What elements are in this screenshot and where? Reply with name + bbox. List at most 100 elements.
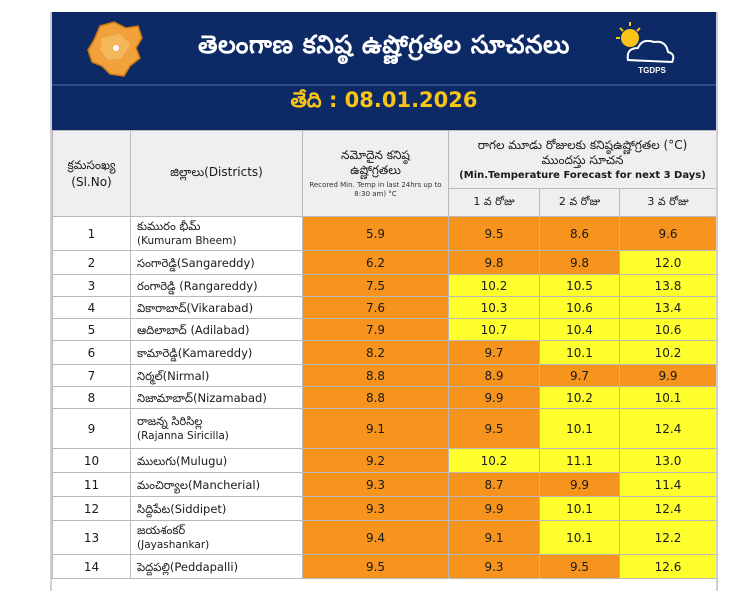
recorded-temp: 9.4: [302, 520, 449, 555]
forecast-day1: 9.8: [448, 250, 540, 275]
header-recorded: నమోదైన కనిష్ఠ ఉష్ణోగ్రతలు Recored Min. T…: [302, 130, 449, 217]
district-name: వికారాబాద్(Vikarabad): [130, 296, 303, 319]
table-row: 9 రాజన్న సిరిసిల్ల (Rajanna Siricilla) 9.1 9…: [52, 408, 716, 449]
serial-number: 4: [52, 296, 131, 319]
forecast-day3: 9.9: [619, 364, 716, 387]
serial-number: 1: [52, 216, 131, 251]
forecast-day1: 9.9: [448, 386, 540, 409]
district-english: (Kumuram Bheem): [137, 235, 237, 247]
forecast-day2: 10.1: [539, 408, 620, 449]
recorded-temp: 9.3: [302, 496, 449, 521]
header-day2: 2 వ రోజు: [539, 188, 620, 217]
forecast-day2: 10.1: [539, 496, 620, 521]
district-english: (Rajanna Siricilla): [137, 430, 229, 442]
divider: [52, 84, 716, 86]
recorded-temp: 6.2: [302, 250, 449, 275]
temperature-table: క్రమసంఖ్య (Sl.No) జిల్లాలు(Districts) నమ…: [52, 130, 716, 579]
recorded-temp: 7.6: [302, 296, 449, 319]
serial-number: 9: [52, 408, 131, 449]
forecast-day1: 9.9: [448, 496, 540, 521]
forecast-day2: 10.2: [539, 386, 620, 409]
forecast-day3: 12.2: [619, 520, 716, 555]
forecast-day3: 13.4: [619, 296, 716, 319]
header-forecast-label: రాగల మూడు రోజులకు కనిష్ఠఉష్ణోగ్రతల (°C) …: [477, 138, 688, 167]
table-row: 13 జయశంకర్ (Jayashankar) 9.4 9.1 10.1 12.2: [52, 520, 716, 555]
table-row: 5 ఆదిలాబాద్ (Adilabad) 7.9 10.7 10.4 10.6: [52, 318, 716, 341]
district-name: ఆదిలాబాద్ (Adilabad): [130, 318, 303, 341]
district-telugu: మంచిర్యాల(Mancherial): [137, 477, 261, 492]
table-row: 14 పెద్దపల్లి(Peddapalli) 9.5 9.3 9.5 12.6: [52, 554, 716, 579]
table-row: 4 వికారాబాద్(Vikarabad) 7.6 10.3 10.6 13.4: [52, 296, 716, 319]
recorded-temp: 7.9: [302, 318, 449, 341]
forecast-day1: 9.3: [448, 554, 540, 579]
forecast-day1: 8.7: [448, 472, 540, 497]
recorded-temp: 9.1: [302, 408, 449, 449]
recorded-temp: 8.8: [302, 386, 449, 409]
header-forecast-en: (Min.Temperature Forecast for next 3 Day…: [459, 170, 706, 181]
serial-number: 8: [52, 386, 131, 409]
forecast-day2: 9.5: [539, 554, 620, 579]
table-row: 8 నిజామాబాద్(Nizamabad) 8.8 9.9 10.2 10.1: [52, 386, 716, 409]
serial-number: 13: [52, 520, 131, 555]
serial-number: 14: [52, 554, 131, 579]
district-english: (Jayashankar): [137, 539, 210, 551]
forecast-day2: 10.6: [539, 296, 620, 319]
bulletin-frame: తెలంగాణ కనిష్ఠ ఉష్ణోగ్రతల సూచనలు TGDPS త…: [50, 12, 718, 591]
district-name: నిజామాబాద్(Nizamabad): [130, 386, 303, 409]
header-day1: 1 వ రోజు: [448, 188, 540, 217]
forecast-day3: 10.2: [619, 340, 716, 365]
district-name: పెద్దపల్లి(Peddapalli): [130, 554, 303, 579]
forecast-day2: 11.1: [539, 448, 620, 473]
forecast-day3: 12.6: [619, 554, 716, 579]
recorded-temp: 9.3: [302, 472, 449, 497]
logo-text: TGDPS: [638, 66, 666, 75]
forecast-day2: 10.5: [539, 274, 620, 297]
district-telugu: జయశంకర్: [137, 523, 186, 537]
table-row: 10 ములుగు(Mulugu) 9.2 10.2 11.1 13.0: [52, 448, 716, 473]
forecast-day1: 10.2: [448, 274, 540, 297]
district-name: నిర్మల్(Nirmal): [130, 364, 303, 387]
header-sl-en: (Sl.No): [71, 175, 112, 189]
district-telugu: రాజన్న సిరిసిల్ల: [137, 414, 203, 428]
district-name: రాజన్న సిరిసిల్ల (Rajanna Siricilla): [130, 408, 303, 449]
district-telugu: సిద్దిపేట(Siddipet): [137, 501, 227, 516]
forecast-day1: 10.2: [448, 448, 540, 473]
district-telugu: కామారెడ్డి(Kamareddy): [137, 345, 253, 360]
table-row: 12 సిద్దిపేట(Siddipet) 9.3 9.9 10.1 12.4: [52, 496, 716, 521]
forecast-day3: 11.4: [619, 472, 716, 497]
district-telugu: కుమురం భీమ్: [137, 219, 201, 233]
weather-cloud-sun-icon: TGDPS: [616, 22, 675, 75]
serial-number: 6: [52, 340, 131, 365]
district-name: సిద్దిపేట(Siddipet): [130, 496, 303, 521]
header-recorded-label: నమోదైన కనిష్ఠ ఉష్ణోగ్రతలు: [341, 148, 410, 177]
forecast-day3: 12.0: [619, 250, 716, 275]
recorded-temp: 8.8: [302, 364, 449, 387]
header-sl-label: క్రమసంఖ్య: [67, 158, 116, 172]
district-telugu: ములుగు(Mulugu): [137, 453, 228, 468]
district-telugu: నిజామాబాద్(Nizamabad): [137, 390, 267, 405]
forecast-day1: 9.7: [448, 340, 540, 365]
district-name: సంగారెడ్డి(Sangareddy): [130, 250, 303, 275]
forecast-day1: 9.5: [448, 216, 540, 251]
recorded-temp: 5.9: [302, 216, 449, 251]
forecast-day3: 10.1: [619, 386, 716, 409]
forecast-day2: 10.1: [539, 520, 620, 555]
recorded-temp: 9.2: [302, 448, 449, 473]
table-row: 7 నిర్మల్(Nirmal) 8.8 8.9 9.7 9.9: [52, 364, 716, 387]
serial-number: 3: [52, 274, 131, 297]
forecast-day2: 8.6: [539, 216, 620, 251]
table-row: 11 మంచిర్యాల(Mancherial) 9.3 8.7 9.9 11.4: [52, 472, 716, 497]
forecast-day3: 9.6: [619, 216, 716, 251]
table-row: 2 సంగారెడ్డి(Sangareddy) 6.2 9.8 9.8 12.0: [52, 250, 716, 275]
forecast-day3: 12.4: [619, 496, 716, 521]
header-district: జిల్లాలు(Districts): [130, 130, 303, 217]
forecast-day1: 9.5: [448, 408, 540, 449]
table-row: 6 కామారెడ్డి(Kamareddy) 8.2 9.7 10.1 10.2: [52, 340, 716, 365]
recorded-temp: 7.5: [302, 274, 449, 297]
forecast-day3: 12.4: [619, 408, 716, 449]
serial-number: 11: [52, 472, 131, 497]
district-name: కుమురం భీమ్ (Kumuram Bheem): [130, 216, 303, 251]
serial-number: 5: [52, 318, 131, 341]
header-sl: క్రమసంఖ్య (Sl.No): [52, 130, 131, 217]
forecast-day2: 10.4: [539, 318, 620, 341]
